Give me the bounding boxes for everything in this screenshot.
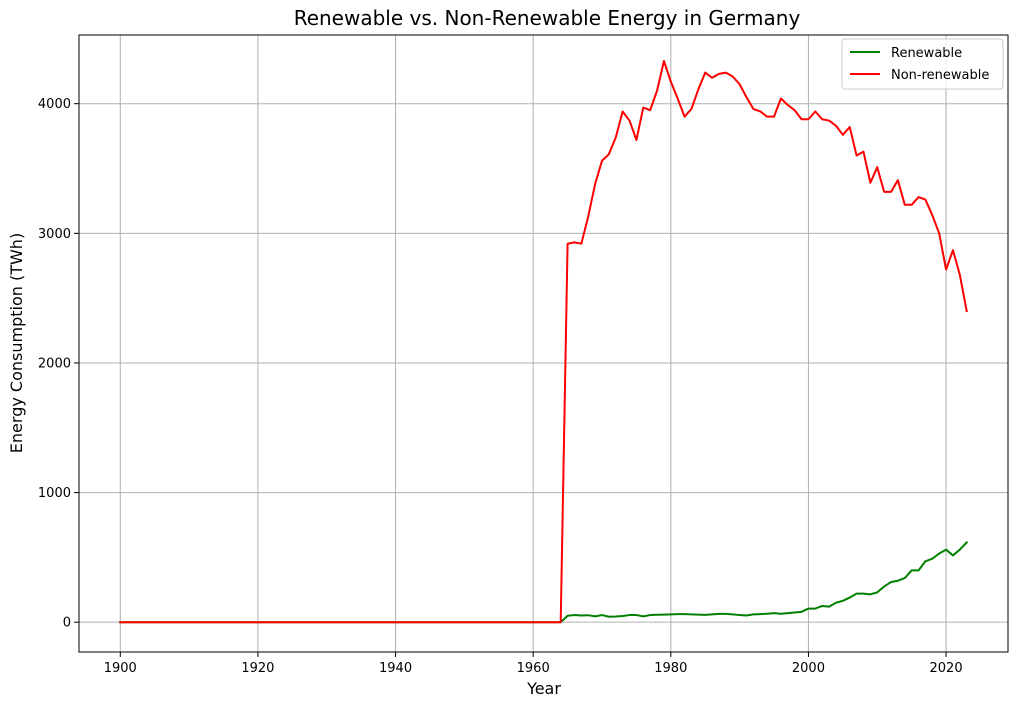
x-tick-label: 2020 bbox=[930, 661, 963, 676]
x-axis-ticks: 1900 1920 1940 1960 1980 2000 2020 bbox=[104, 652, 963, 676]
y-tick-label: 0 bbox=[63, 616, 71, 631]
y-tick-label: 1000 bbox=[38, 486, 71, 501]
x-axis-title: Year bbox=[526, 679, 561, 698]
series-line-non-renewable bbox=[119, 59, 968, 624]
y-tick-label: 3000 bbox=[38, 227, 71, 242]
x-tick-label: 1920 bbox=[241, 661, 274, 676]
x-tick-label: 1900 bbox=[104, 661, 137, 676]
x-tick-label: 1960 bbox=[517, 661, 550, 676]
legend-label-non-renewable: Non-renewable bbox=[891, 68, 989, 83]
series-line-renewable bbox=[119, 541, 969, 624]
legend-box bbox=[841, 38, 1004, 90]
chart-title: Renewable vs. Non-Renewable Energy in Ge… bbox=[294, 6, 801, 30]
y-tick-label: 4000 bbox=[38, 97, 71, 112]
x-tick-label: 1980 bbox=[654, 661, 687, 676]
legend-label-renewable: Renewable bbox=[891, 46, 962, 61]
y-axis-title: Energy Consumption (TWh) bbox=[7, 233, 26, 453]
x-tick-label: 2000 bbox=[792, 661, 825, 676]
plot-area bbox=[79, 35, 1008, 652]
y-tick-label: 2000 bbox=[38, 356, 71, 371]
legend: Renewable Non-renewable bbox=[841, 38, 1004, 90]
plot-frame bbox=[78, 34, 1009, 653]
x-tick-label: 1940 bbox=[379, 661, 412, 676]
y-axis-ticks: 0 1000 2000 3000 4000 bbox=[38, 97, 79, 631]
series-lines bbox=[119, 59, 969, 624]
